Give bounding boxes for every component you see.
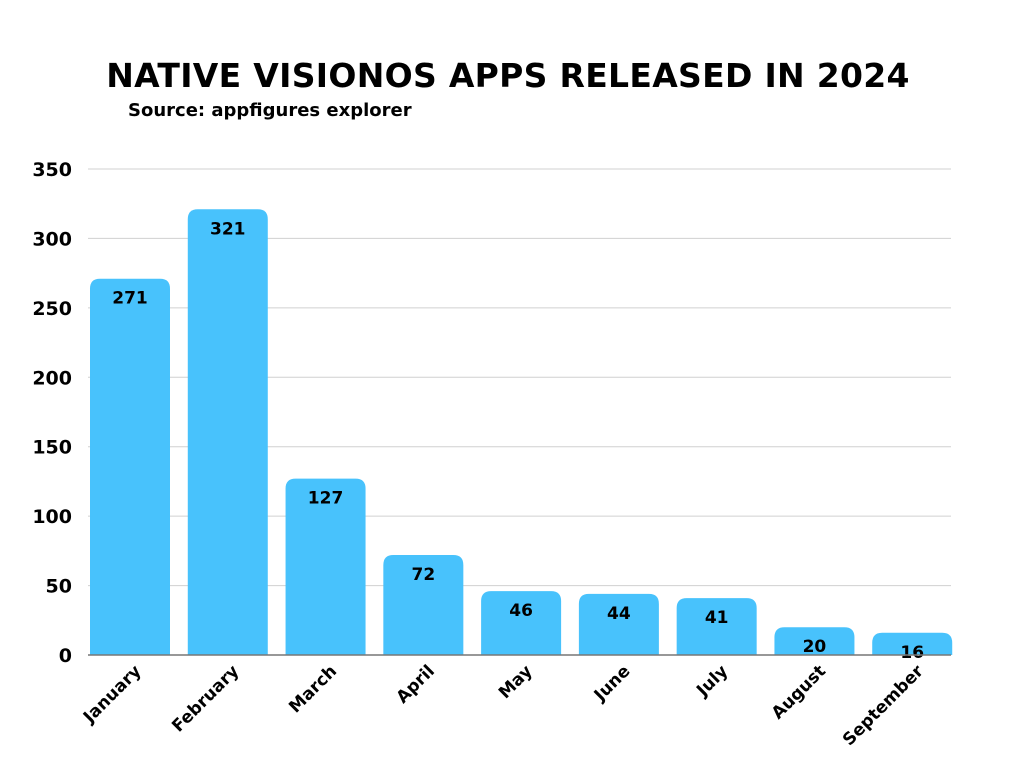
bar-march: [285, 478, 366, 655]
data-label: 20: [803, 637, 827, 657]
chart-subtitle: Source: appfigures explorer: [128, 100, 412, 121]
data-label: 72: [411, 565, 435, 585]
x-tick-label: August: [768, 661, 830, 723]
x-tick-label: June: [590, 661, 635, 706]
y-tick-label: 100: [32, 506, 72, 528]
bar-june: [578, 593, 659, 655]
x-tick-label: July: [692, 661, 732, 701]
x-tick-label: September: [839, 661, 928, 750]
chart-title: NATIVE VISIONOS APPS RELEASED IN 2024: [106, 56, 910, 95]
data-label: 16: [900, 643, 924, 663]
bar-september: [872, 632, 953, 655]
data-label: 321: [210, 219, 246, 239]
y-tick-label: 50: [46, 576, 72, 598]
data-label: 271: [112, 289, 148, 309]
data-label: 46: [509, 601, 533, 621]
data-label: 41: [705, 608, 729, 628]
data-label: 44: [607, 604, 631, 624]
y-tick-label: 350: [32, 159, 72, 181]
bar-april: [383, 555, 464, 655]
x-tick-label: March: [285, 661, 341, 717]
bar-february: [187, 209, 268, 656]
y-tick-label: 300: [32, 228, 72, 250]
x-tick-label: April: [393, 661, 439, 707]
bar-july: [676, 598, 757, 655]
x-tick-label: May: [495, 661, 537, 703]
y-tick-label: 150: [32, 437, 72, 459]
data-label: 127: [308, 489, 344, 509]
bar-may: [481, 591, 562, 655]
bar-january: [90, 278, 170, 655]
y-tick-label: 200: [32, 367, 72, 389]
bar-august: [774, 627, 855, 655]
x-tick-label: January: [79, 661, 145, 727]
x-tick-label: February: [168, 661, 243, 736]
y-tick-label: 250: [32, 298, 72, 320]
y-tick-label: 0: [59, 645, 72, 667]
